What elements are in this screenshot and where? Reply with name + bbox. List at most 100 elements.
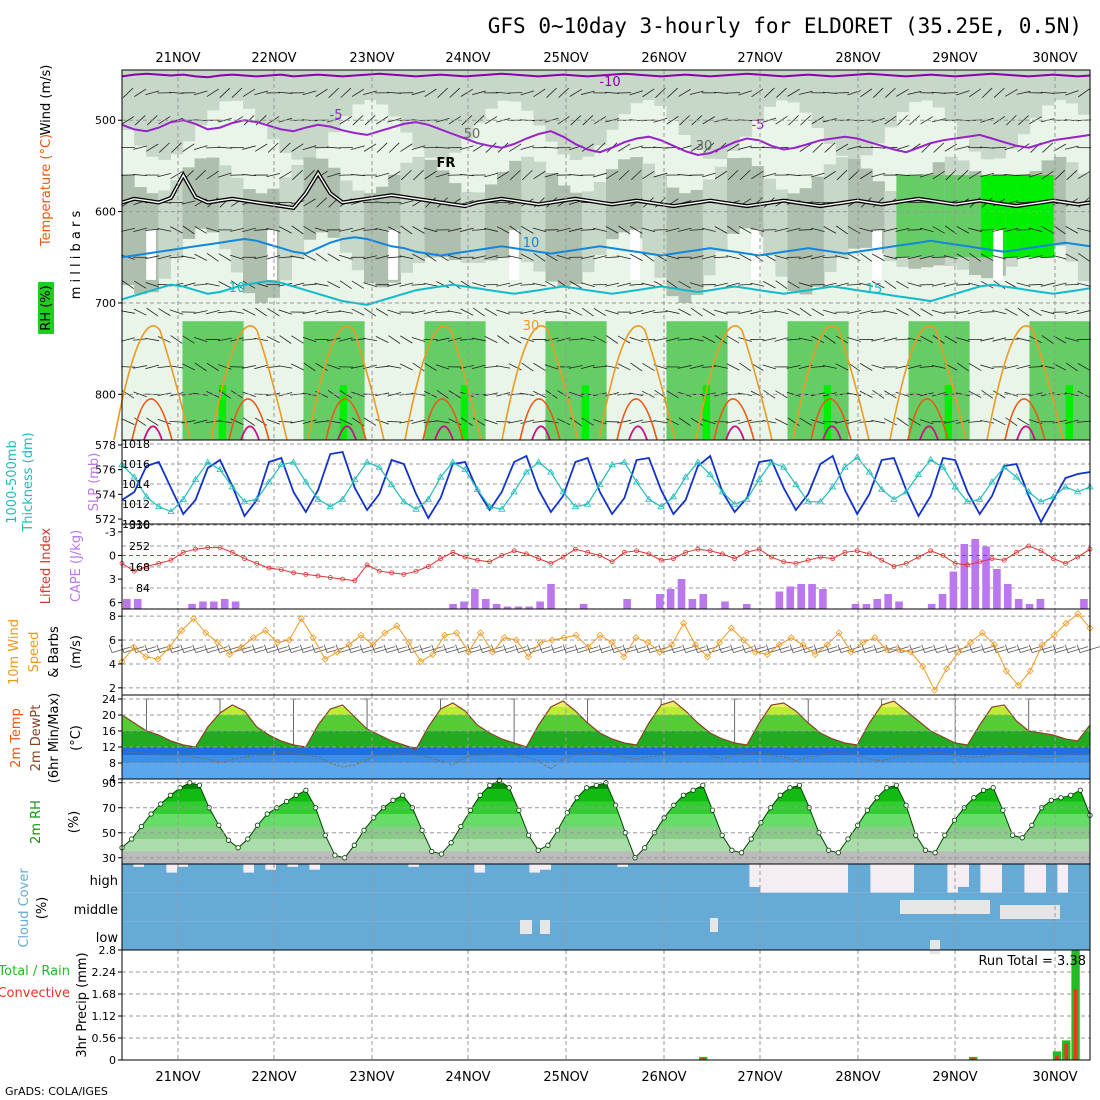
wind-barb — [726, 143, 740, 152]
wind-barb — [169, 256, 184, 259]
li-marker — [205, 545, 211, 551]
rh-marker — [564, 810, 570, 816]
wind-barb — [472, 307, 485, 317]
rh-shade — [727, 70, 740, 151]
wind-barb-10m — [625, 646, 646, 653]
wind-speed-marker — [225, 650, 234, 658]
wind-barb — [665, 227, 680, 232]
wind-barb — [411, 145, 426, 150]
rh-marker — [361, 827, 367, 833]
rh-shade — [243, 70, 256, 109]
rh-marker — [225, 837, 232, 843]
cape-bar — [688, 599, 697, 609]
wind-barb — [266, 228, 281, 232]
wind-speed-marker — [811, 650, 819, 658]
rh-shade — [666, 321, 680, 440]
cloud-cell-high — [210, 864, 222, 893]
temp-contour-25 — [725, 425, 745, 441]
wind-barb — [497, 335, 510, 344]
wind-speed-marker — [656, 648, 664, 656]
wind-barb-10m — [255, 646, 276, 653]
wind-barb — [726, 363, 740, 371]
cloud-cell-high — [1002, 864, 1014, 893]
wind-barb — [339, 418, 353, 426]
wind-barb-flag — [921, 644, 926, 653]
li-marker — [327, 575, 333, 580]
thickness-marker — [743, 495, 751, 502]
wind-barb-flag — [526, 644, 531, 653]
rh-legend-swatch — [38, 282, 54, 334]
rh-shade — [351, 70, 365, 105]
wind-barb — [509, 169, 521, 181]
cloud-cell-middle — [1079, 892, 1091, 922]
temp-contour-15 — [695, 325, 773, 441]
cloud-cell-low — [232, 921, 244, 950]
cape-bar — [808, 584, 816, 609]
rh-marker — [371, 815, 377, 821]
cloud-cell-low — [562, 921, 574, 950]
wind-barb-flag — [753, 644, 758, 653]
wind-barb — [677, 365, 692, 369]
wind-barb — [520, 337, 535, 342]
rh-shade — [424, 70, 438, 158]
wind-barb — [824, 142, 836, 153]
wind-barb-10m — [171, 646, 192, 653]
wind-barb — [339, 390, 353, 399]
cloud-cell-middle — [551, 892, 563, 922]
wind-barb — [351, 308, 365, 316]
cloud-clear-patch — [710, 918, 718, 932]
wind-barb — [1028, 255, 1043, 260]
wind-barb — [1078, 88, 1090, 98]
wind-barb — [472, 90, 486, 96]
wind-speed-marker — [978, 629, 987, 637]
wind-barb-10m — [996, 646, 1017, 653]
wind-barb — [459, 145, 474, 150]
rh-shade — [835, 70, 849, 156]
cloud-cell-low — [727, 921, 739, 950]
cape-bar — [993, 569, 1001, 609]
li-marker — [634, 548, 640, 554]
wind-barb — [484, 255, 498, 260]
wind-barb — [134, 417, 147, 426]
rh-shade — [569, 192, 583, 285]
temp-contour-15 — [986, 325, 1064, 441]
wind-barb — [847, 310, 861, 315]
thickness-marker — [816, 497, 825, 505]
wind-barb — [266, 392, 281, 397]
cloud-cell-middle — [639, 892, 651, 922]
wind-tick-label: 6 — [109, 634, 116, 647]
li-marker — [499, 553, 505, 558]
wind-barb-10m — [960, 646, 981, 653]
li-marker — [830, 556, 836, 562]
wind-barb — [267, 308, 280, 317]
cloud-cell-middle — [287, 892, 299, 922]
li-marker — [842, 549, 848, 555]
temp-tick-label: 16 — [102, 725, 116, 738]
cloud-cell-low — [166, 921, 178, 950]
wind-barb — [496, 365, 511, 369]
wind-barb — [726, 255, 740, 260]
cape-bar — [677, 579, 686, 609]
wind-barb — [945, 169, 957, 181]
li-marker — [952, 560, 958, 566]
cloud-cell-high — [287, 866, 299, 893]
wind-barb — [460, 417, 473, 427]
wind-barb-flag — [969, 644, 973, 653]
cape-bar — [503, 606, 512, 609]
thickness-marker — [485, 502, 494, 510]
rh-marker — [535, 847, 541, 853]
cloud-cell-high — [716, 864, 728, 893]
rh-shade — [811, 176, 825, 287]
cloud-cell-middle — [364, 892, 376, 922]
cape-bar — [525, 606, 534, 609]
wind-barb-flag — [777, 644, 782, 653]
wind-barb — [762, 311, 777, 313]
wind-barb — [193, 336, 208, 343]
li-marker — [438, 556, 443, 562]
wind-barb — [883, 255, 898, 260]
date-axis-top: 21NOV 22NOV 23NOV 24NOV 25NOV 26NOV 27NOV 28NOV… — [155, 51, 1077, 66]
wind-barb — [823, 335, 836, 344]
rh-tick-label: 50 — [102, 827, 116, 840]
rh-band — [122, 839, 1090, 852]
li-marker — [769, 554, 774, 560]
